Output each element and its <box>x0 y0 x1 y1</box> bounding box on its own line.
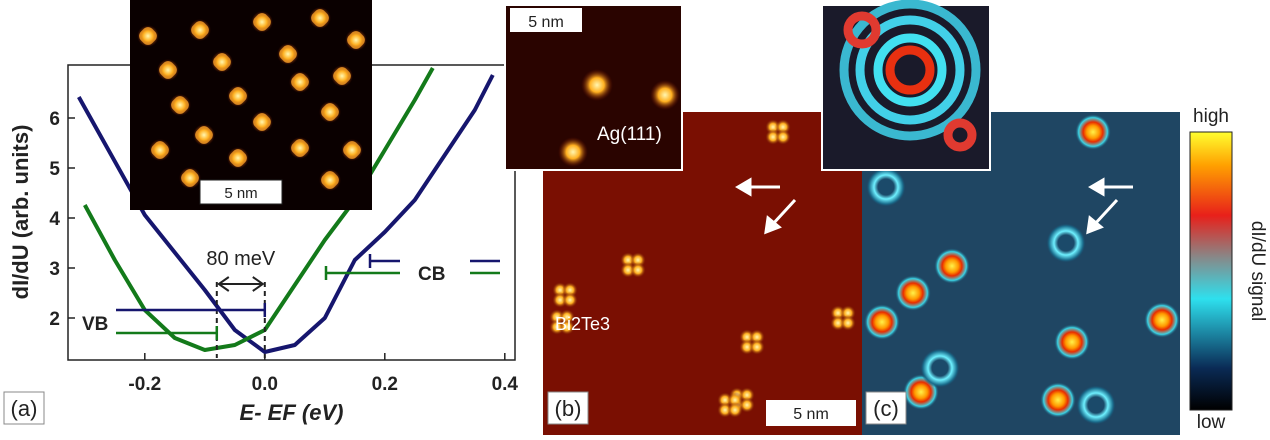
molecule <box>727 402 743 418</box>
colorbar-label: low <box>1197 412 1226 433</box>
ring <box>920 348 960 388</box>
x-tick-label: -0.2 <box>128 374 161 395</box>
x-tick-label: 0.4 <box>492 374 519 395</box>
molecule-glow <box>189 19 211 41</box>
molecule-glow <box>157 59 179 81</box>
panel-label: (b) <box>555 396 582 421</box>
molecule-glow <box>319 101 341 123</box>
molecule <box>749 339 765 355</box>
molecule-glow <box>341 139 363 161</box>
figure: -0.2 0.0 0.2 0.4 2 3 4 5 6 E- EF (eV) dI/dU (arb. … <box>0 0 1270 435</box>
annotation: VB <box>82 314 108 335</box>
molecule-glow <box>251 111 273 133</box>
bright-spot <box>1144 302 1180 338</box>
molecule-glow <box>227 85 249 107</box>
material-label: Ag(111) <box>597 124 662 145</box>
molecule-glow <box>277 43 299 65</box>
molecule-glow <box>137 25 159 47</box>
bright-spot <box>934 248 970 284</box>
molecule <box>562 292 578 308</box>
bright-spot <box>864 304 900 340</box>
bright-spot <box>1040 382 1076 418</box>
x-tick-label: 0.2 <box>372 374 398 395</box>
colorbar-label: high <box>1193 106 1229 127</box>
ring <box>1076 385 1116 425</box>
ring <box>1046 223 1086 263</box>
molecule-glow <box>289 71 311 93</box>
molecule-glow <box>289 137 311 159</box>
adatom <box>558 137 588 167</box>
x-tick-label: 0.0 <box>252 374 278 395</box>
y-tick-label: 2 <box>49 309 60 330</box>
scale-label: 5 nm <box>224 185 257 202</box>
x-axis-label: E- EF (eV) <box>240 400 344 425</box>
ring <box>866 167 906 207</box>
bright-spot <box>1054 324 1090 360</box>
molecule-glow <box>211 51 233 73</box>
adatom <box>581 69 613 101</box>
annotation: CB <box>418 264 445 285</box>
bright-spot <box>1075 114 1111 150</box>
molecule-glow <box>251 11 273 33</box>
molecule <box>775 129 791 145</box>
molecule-glow <box>227 147 249 169</box>
scale-label: 5 nm <box>793 406 829 423</box>
molecule-glow <box>331 65 353 87</box>
molecule-glow <box>149 139 171 161</box>
panel-label: (c) <box>873 396 899 421</box>
colorbar-title: dI/dU signal <box>1247 221 1268 321</box>
bright-spot <box>895 275 931 311</box>
molecule-glow <box>179 167 201 189</box>
y-tick-label: 4 <box>49 209 60 230</box>
y-tick-label: 3 <box>49 259 60 280</box>
molecule <box>630 262 646 278</box>
scale-label: 5 nm <box>528 14 564 31</box>
molecule-glow <box>309 7 331 29</box>
y-tick-label: 6 <box>49 109 60 130</box>
y-axis-label: dI/dU (arb. units) <box>8 125 33 300</box>
molecule-glow <box>193 124 215 146</box>
panel-label: (a) <box>11 396 38 421</box>
molecule-glow <box>319 169 341 191</box>
adatom <box>650 80 680 110</box>
molecule <box>840 315 856 331</box>
molecule-glow <box>345 29 367 51</box>
y-tick-label: 5 <box>49 159 60 180</box>
molecule-glow <box>169 94 191 116</box>
material-label: Bi2Te3 <box>555 314 610 334</box>
annotation: 80 meV <box>206 248 276 270</box>
colorbar <box>1190 132 1232 410</box>
